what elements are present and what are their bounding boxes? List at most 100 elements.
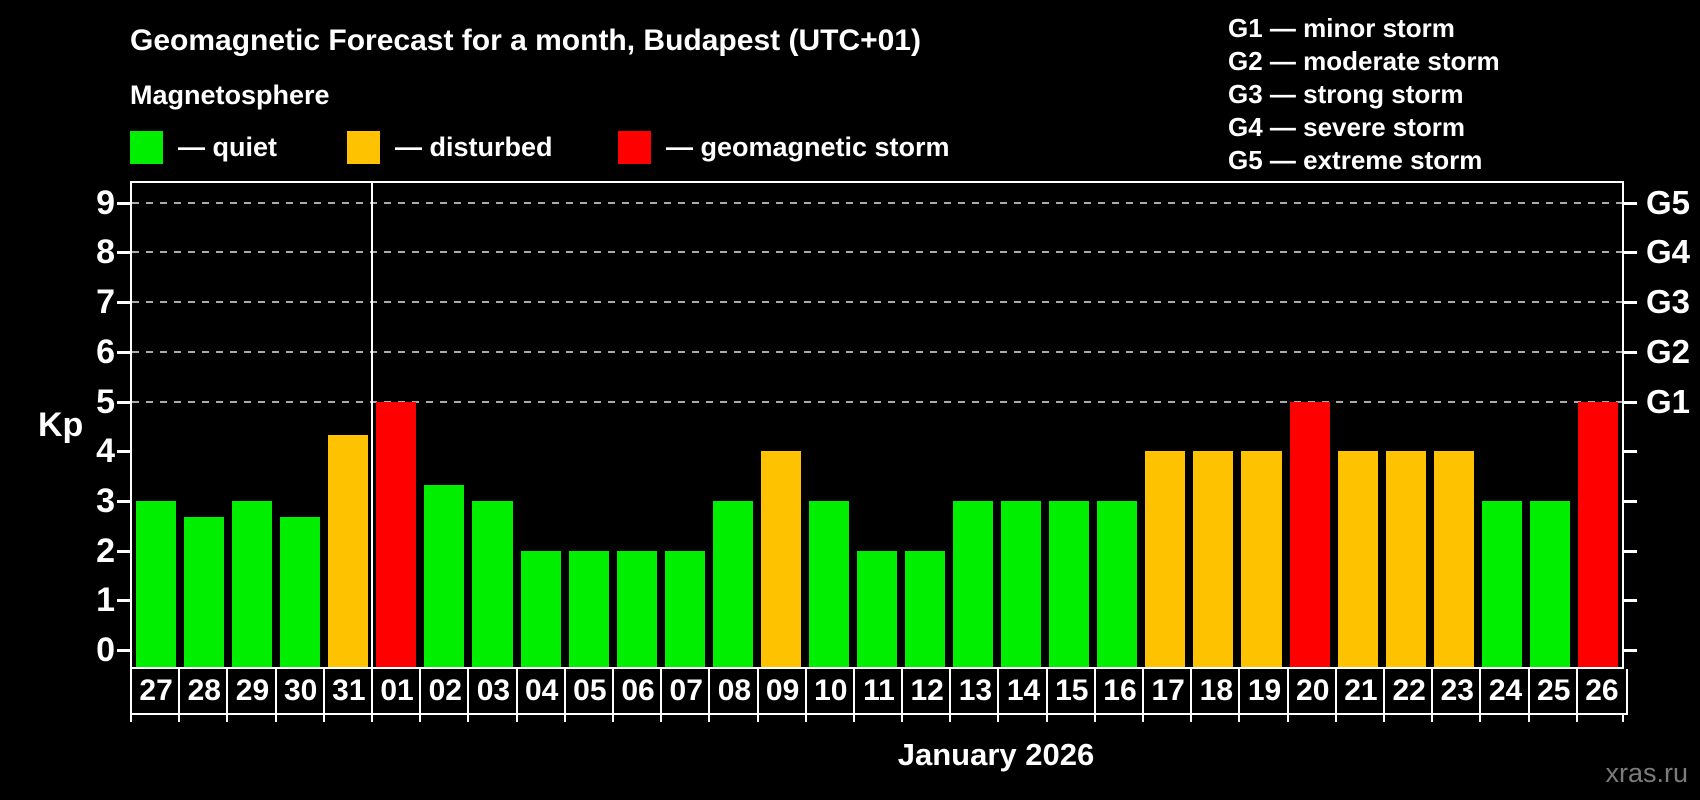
chart-subtitle: Magnetosphere: [130, 80, 330, 110]
day-boundary-tick-17: [949, 715, 952, 722]
bar-day-18: [1193, 451, 1234, 667]
day-boundary-tick-20: [1093, 715, 1096, 722]
day-boundary-tick-29: [1527, 715, 1530, 722]
y-axis-tick-2: [117, 549, 130, 553]
day-cell-22: 22: [1383, 669, 1434, 715]
gridline-kp-5: [132, 400, 1622, 403]
y-axis-tick-3: [117, 499, 130, 503]
y-tick-label-9: 9: [96, 183, 115, 222]
right-axis-label-G5: G5: [1646, 183, 1691, 221]
y-tick-label-8: 8: [96, 233, 115, 272]
day-cell-04: 04: [515, 669, 566, 715]
bar-day-30: [280, 517, 321, 667]
day-boundary-tick-31: [1622, 715, 1624, 722]
right-axis-tick-3: [1624, 499, 1637, 503]
day-boundary-tick-7: [467, 715, 470, 722]
day-cell-08: 08: [708, 669, 759, 715]
y-axis-title: Kp: [38, 406, 84, 444]
day-boundary-tick-0: [130, 715, 132, 722]
bar-day-31: [328, 434, 369, 667]
y-tick-label-1: 1: [96, 581, 115, 620]
day-cell-25: 25: [1527, 669, 1578, 715]
day-boundary-tick-21: [1142, 715, 1145, 722]
legend-label-disturbed: — disturbed: [395, 131, 553, 162]
day-cell-28: 28: [178, 669, 229, 715]
g-legend-line-2: G2 — moderate storm: [1228, 46, 1500, 76]
right-axis-label-G1: G1: [1646, 382, 1691, 420]
y-tick-label-7: 7: [96, 283, 115, 322]
day-cell-05: 05: [563, 669, 614, 715]
y-tick-label-0: 0: [96, 631, 115, 669]
day-boundary-tick-12: [708, 715, 711, 722]
day-boundary-tick-18: [997, 715, 1000, 722]
watermark: xras.ru: [1605, 758, 1688, 788]
gridline-kp-9: [132, 201, 1622, 204]
quiet-color-swatch: [130, 130, 163, 164]
day-boundary-tick-10: [611, 715, 614, 722]
y-tick-label-6: 6: [96, 332, 115, 371]
disturbed-color-swatch: [347, 130, 380, 164]
bar-day-15: [1049, 500, 1090, 667]
day-cell-30: 30: [274, 669, 325, 715]
day-boundary-tick-19: [1045, 715, 1048, 722]
day-boundary-tick-1: [178, 715, 181, 722]
right-axis-label-G2: G2: [1646, 332, 1691, 370]
y-axis-tick-5: [117, 400, 130, 404]
plot-area: [130, 181, 1624, 669]
g-legend-line-4: G4 — severe storm: [1228, 112, 1466, 142]
right-axis-tick-1: [1624, 599, 1637, 603]
g-scale-legend: G1 — minor storm G2 — moderate storm G3 …: [1228, 12, 1500, 177]
day-cell-09: 09: [756, 669, 807, 715]
y-axis-tick-4: [117, 450, 130, 454]
bar-day-26: [1577, 401, 1618, 667]
day-cell-24: 24: [1479, 669, 1530, 715]
right-axis-tick-7: [1624, 301, 1637, 305]
day-boundary-tick-8: [515, 715, 518, 722]
bar-day-14: [1001, 500, 1042, 667]
day-cell-23: 23: [1431, 669, 1482, 715]
bar-day-06: [616, 550, 657, 667]
day-boundary-tick-9: [563, 715, 566, 722]
chart-title: Geomagnetic Forecast for a month, Budape…: [130, 24, 921, 57]
y-axis-tick-6: [117, 350, 130, 354]
day-cell-31: 31: [322, 669, 373, 715]
legend-item-storm: — geomagnetic storm: [618, 129, 950, 165]
legend-label-quiet: — quiet: [178, 131, 277, 162]
month-separator-line: [371, 183, 374, 667]
day-cell-17: 17: [1142, 669, 1193, 715]
bar-day-12: [905, 550, 946, 667]
day-boundary-tick-26: [1383, 715, 1386, 722]
legend-item-quiet: — quiet: [130, 129, 277, 165]
day-cell-29: 29: [226, 669, 277, 715]
legend-label-storm: — geomagnetic storm: [666, 131, 950, 162]
day-boundary-tick-24: [1286, 715, 1289, 722]
bar-day-09: [760, 451, 801, 667]
day-boundary-tick-30: [1575, 715, 1578, 722]
day-cell-21: 21: [1334, 669, 1386, 715]
right-axis-tick-5: [1624, 400, 1637, 404]
day-cell-20: 20: [1286, 669, 1337, 715]
bar-day-21: [1337, 451, 1378, 667]
bar-day-01: [376, 401, 417, 667]
right-axis-label-G4: G4: [1646, 233, 1691, 271]
day-cell-06: 06: [611, 669, 663, 715]
day-cell-26: 26: [1575, 669, 1628, 715]
day-boundary-tick-25: [1334, 715, 1337, 722]
day-boundary-tick-23: [1238, 715, 1241, 722]
day-cell-15: 15: [1045, 669, 1096, 715]
y-axis-tick-9: [117, 201, 130, 205]
day-cell-13: 13: [949, 669, 1000, 715]
bar-day-25: [1529, 500, 1570, 667]
bar-day-11: [856, 550, 898, 667]
day-boundary-tick-5: [370, 715, 373, 722]
bar-day-10: [808, 500, 849, 667]
day-boundary-tick-2: [226, 715, 229, 722]
gridline-kp-8: [132, 251, 1622, 254]
bar-day-16: [1097, 500, 1138, 667]
right-axis-tick-8: [1624, 251, 1637, 255]
day-boundary-tick-28: [1479, 715, 1482, 722]
right-axis-tick-6: [1624, 350, 1637, 354]
day-cell-11: 11: [852, 669, 904, 715]
y-axis-tick-0: [117, 649, 130, 652]
day-boundary-tick-3: [274, 715, 277, 722]
